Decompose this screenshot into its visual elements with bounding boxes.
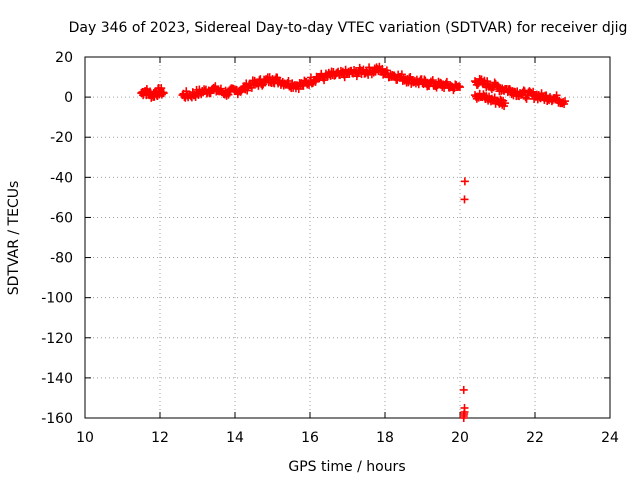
outlier-point (460, 177, 469, 186)
x-tick-label: 10 (76, 430, 94, 446)
data-point (420, 75, 429, 84)
x-axis-label: GPS time / hours (288, 459, 405, 475)
x-tick-label: 12 (151, 430, 169, 446)
y-axis-label: SDTVAR / TECUs (6, 181, 22, 296)
y-tick-labels: 20 0 -20 -40 -60 -80 -100 -120 -140 -160 (41, 50, 73, 427)
y-tick-label: 20 (55, 50, 73, 66)
data-point (159, 88, 168, 97)
data-point (258, 81, 267, 90)
x-tick-label: 22 (526, 430, 544, 446)
data-point (521, 93, 530, 102)
chart-title: Day 346 of 2023, Sidereal Day-to-day VTE… (69, 20, 628, 36)
data-point (236, 87, 245, 96)
grid (85, 57, 610, 418)
outlier-point (459, 414, 468, 422)
data-point (473, 80, 482, 89)
y-tick-label: -40 (50, 170, 73, 186)
data-point (397, 70, 406, 79)
data-point (311, 77, 320, 86)
data-point (535, 93, 544, 102)
x-tick-labels: 10 12 14 16 18 20 22 24 (76, 430, 619, 446)
data-point (513, 87, 522, 96)
x-tick-label: 24 (601, 430, 619, 446)
plot-frame (84, 56, 611, 419)
outlier-point (460, 195, 469, 204)
y-tick-label: 0 (64, 90, 73, 106)
data-points (137, 62, 569, 422)
y-tick-label: -160 (41, 411, 73, 427)
data-point (499, 96, 508, 105)
data-point (522, 94, 531, 103)
data-point (320, 76, 329, 85)
data-point (483, 77, 492, 86)
y-tick-label: -100 (41, 291, 73, 307)
outlier-point (459, 385, 468, 394)
y-tick-label: -60 (50, 210, 73, 226)
y-tick-label: -80 (50, 251, 73, 267)
y-tick-label: -120 (41, 331, 73, 347)
axis-ticks (84, 56, 611, 419)
x-tick-label: 14 (226, 430, 244, 446)
data-point (259, 80, 268, 89)
y-tick-label: -140 (41, 371, 73, 387)
data-point (378, 64, 387, 73)
x-tick-label: 16 (301, 430, 319, 446)
data-point (340, 73, 349, 82)
data-point (455, 82, 464, 91)
data-point (560, 99, 569, 108)
y-tick-label: -20 (50, 130, 73, 146)
data-point (428, 76, 437, 85)
data-point (500, 102, 509, 111)
data-point (211, 82, 220, 91)
data-point (224, 90, 233, 99)
data-point (552, 91, 561, 100)
x-tick-label: 18 (376, 430, 394, 446)
data-point (390, 71, 399, 80)
data-point (505, 85, 514, 94)
x-tick-label: 20 (451, 430, 469, 446)
